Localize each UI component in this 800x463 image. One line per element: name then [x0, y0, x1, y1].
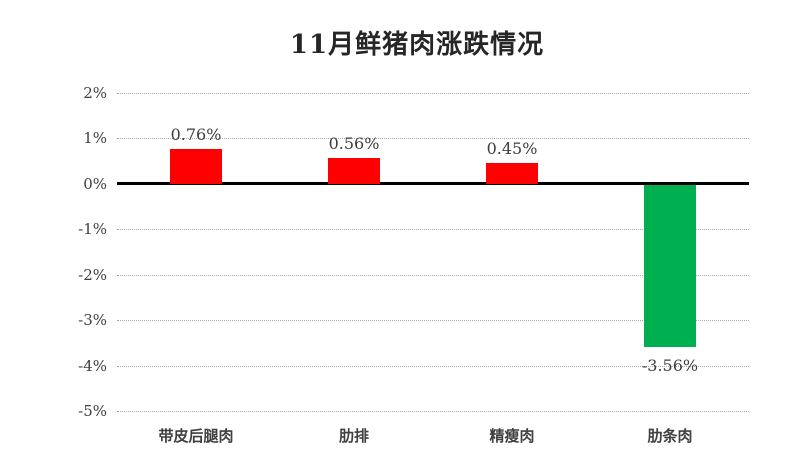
gridline	[117, 274, 749, 276]
x-category-label: 肋条肉	[647, 427, 693, 445]
gridline	[117, 411, 749, 412]
bar	[644, 185, 696, 348]
y-tick-label: 2%	[83, 84, 107, 102]
y-tick-label: -2%	[78, 265, 107, 284]
y-tick-label: -3%	[78, 311, 107, 330]
y-tick-label: -5%	[78, 402, 107, 420]
chart-title: 11月鲜猪肉涨跌情况	[289, 30, 545, 60]
x-category-label: 肋排	[338, 427, 369, 445]
y-tick-label: -4%	[78, 356, 107, 375]
gridline	[117, 229, 749, 231]
gridline	[117, 138, 749, 140]
bar-value-label: 0.45%	[486, 139, 538, 159]
x-category-label: 带皮后腿肉	[158, 427, 234, 445]
y-tick-label: -1%	[78, 220, 107, 239]
bar	[328, 158, 380, 184]
bar	[486, 163, 538, 184]
gridline	[117, 93, 749, 94]
bar-value-label: 0.76%	[170, 125, 222, 145]
y-tick-label: 0%	[83, 174, 107, 193]
bar-value-label: 0.56%	[328, 134, 380, 154]
gridline	[117, 320, 749, 322]
y-tick-label: 1%	[83, 129, 107, 148]
x-category-label: 精瘦肉	[489, 427, 535, 445]
bar-value-label: -3.56%	[641, 355, 699, 375]
gridline	[117, 365, 749, 367]
bar	[170, 149, 222, 184]
plot-area: 2% 1% 0% -1% -2% -3% -4% -5% 0.76% 带皮后腿肉 0.56% 肋排 0.…	[78, 84, 749, 445]
zero-axis-line	[117, 182, 749, 186]
